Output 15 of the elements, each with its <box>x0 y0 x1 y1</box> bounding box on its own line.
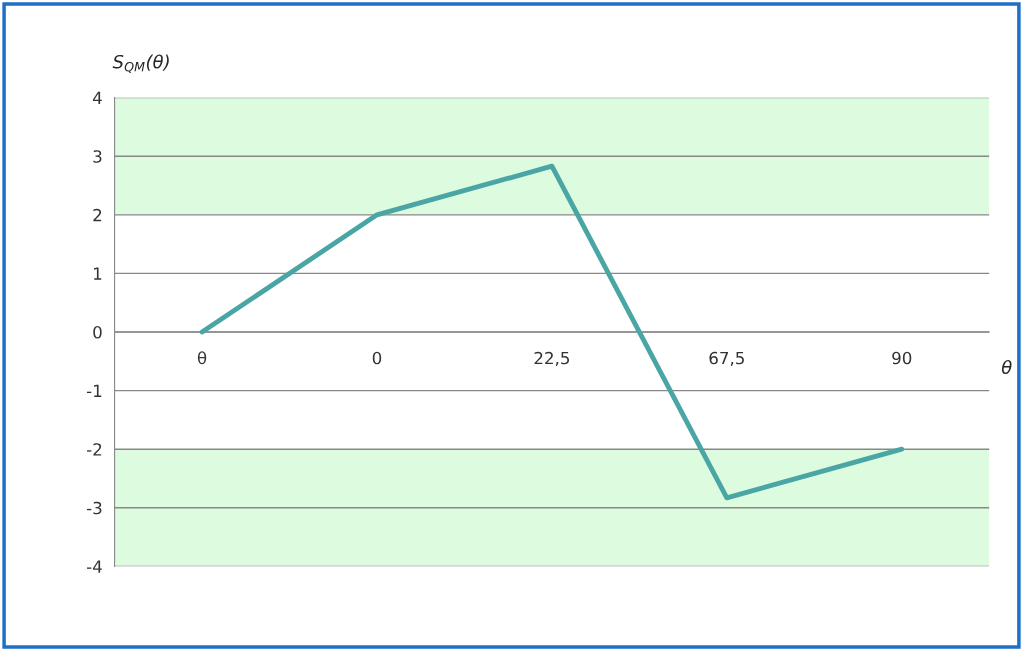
y-tick-label: -2 <box>86 443 102 456</box>
y-tick-label: -4 <box>86 560 102 573</box>
y-tick-label: 0 <box>93 325 102 339</box>
y-tick-label: 3 <box>93 150 102 163</box>
y-tick-label: -1 <box>86 384 102 397</box>
x-tick-label: 67,5 <box>709 351 744 367</box>
x-tick-label: θ <box>197 351 207 365</box>
y-tick-label: 1 <box>94 267 102 280</box>
y-axis-title: S$_{QM}$(θ) <box>112 54 169 73</box>
y-tick-label: 2 <box>93 208 102 222</box>
x-tick-label: 90 <box>892 351 912 365</box>
x-tick-label: 0 <box>372 351 382 365</box>
y-tick-label: 4 <box>92 91 102 104</box>
y-tick-label: -3 <box>86 501 102 515</box>
x-tick-label: 22,5 <box>534 351 570 367</box>
